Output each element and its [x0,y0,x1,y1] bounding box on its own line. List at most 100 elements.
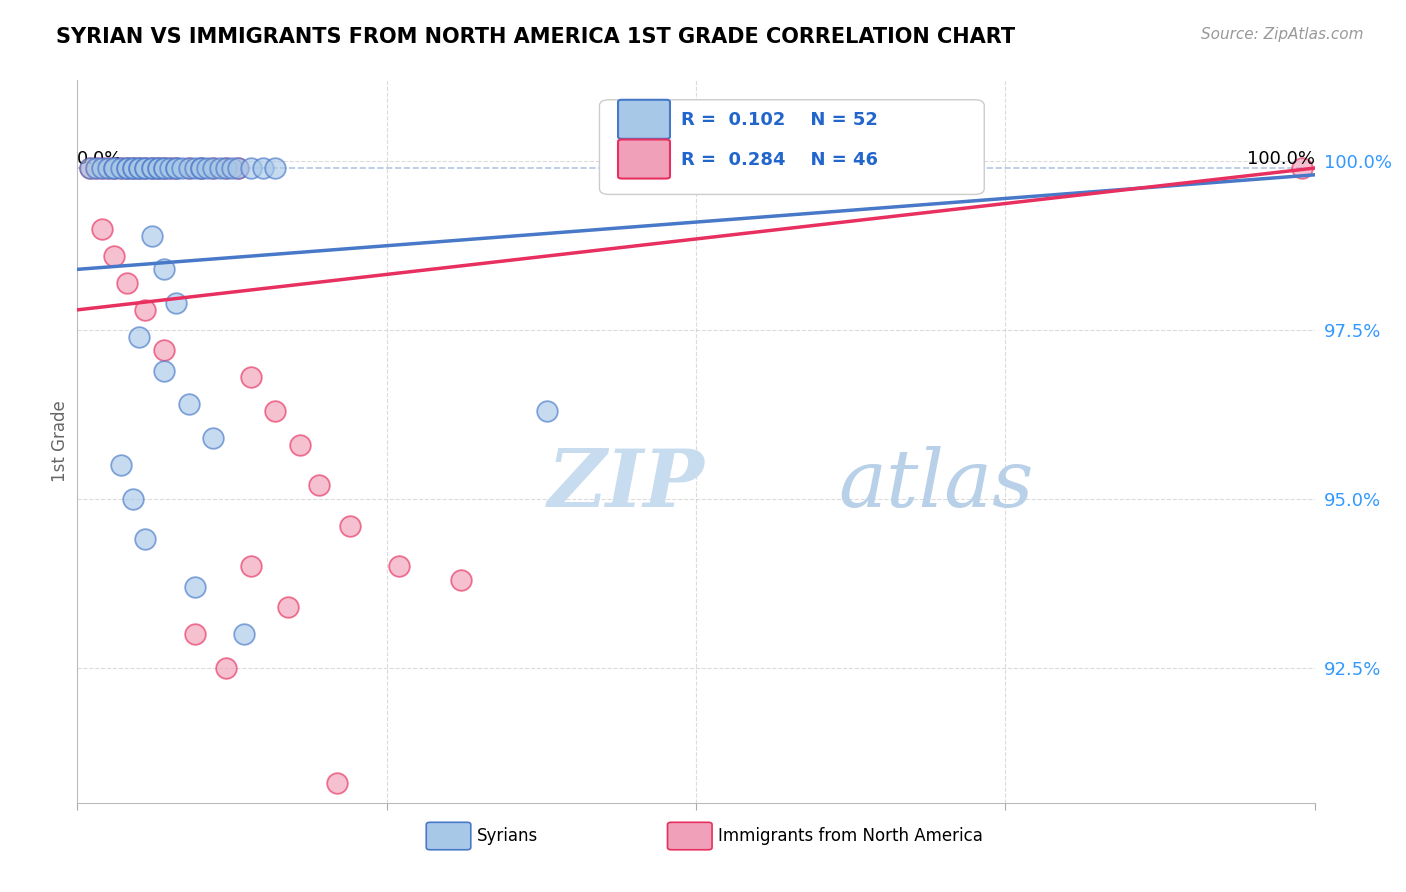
Point [122,161,145,175]
Point [177,161,200,175]
Point [215,161,238,175]
Point [128,161,150,175]
Text: ZIP: ZIP [547,446,704,524]
Point [239,370,262,384]
Point [172,161,194,175]
Text: atlas: atlas [838,446,1033,524]
Point [103,161,125,175]
Point [159,161,181,175]
Point [91,161,114,175]
Point [91,222,114,236]
Point [141,228,163,243]
Point [190,161,212,175]
Point [84,161,107,175]
Text: Source: ZipAtlas.com: Source: ZipAtlas.com [1201,27,1364,42]
Point [79,161,101,175]
Point [115,276,138,290]
Point [110,161,132,175]
Text: R =  0.102    N = 52: R = 0.102 N = 52 [681,111,877,129]
Point [97,161,120,175]
Text: Immigrants from North America: Immigrants from North America [718,827,983,845]
Point [84,161,107,175]
Point [110,161,132,175]
Point [221,161,243,175]
Point [177,397,200,411]
Point [122,161,145,175]
Text: Syrians: Syrians [477,827,538,845]
Point [153,161,176,175]
Point [184,580,207,594]
Point [141,161,163,175]
Point [134,161,156,175]
Point [115,161,138,175]
Text: SYRIAN VS IMMIGRANTS FROM NORTH AMERICA 1ST GRADE CORRELATION CHART: SYRIAN VS IMMIGRANTS FROM NORTH AMERICA … [56,27,1015,46]
FancyBboxPatch shape [619,100,671,139]
Point [146,161,169,175]
Point [141,161,163,175]
Point [202,431,225,445]
Point [153,161,176,175]
Point [103,161,125,175]
Point [239,161,262,175]
Point [184,161,207,175]
Point [91,161,114,175]
Text: 100.0%: 100.0% [1247,151,1315,169]
Point [165,161,187,175]
Point [134,161,156,175]
Point [326,775,349,789]
Point [159,161,181,175]
Point [165,296,187,310]
Point [165,161,187,175]
Point [153,161,176,175]
Point [536,404,558,418]
Point [277,599,299,614]
Point [288,438,311,452]
Point [153,364,176,378]
Point [339,519,361,533]
Point [226,161,249,175]
Point [202,161,225,175]
Point [146,161,169,175]
Point [1291,161,1313,175]
FancyBboxPatch shape [619,139,671,178]
Point [215,661,238,675]
Point [215,161,238,175]
Point [264,404,287,418]
Point [115,161,138,175]
Text: R =  0.284    N = 46: R = 0.284 N = 46 [681,151,879,169]
Point [79,161,101,175]
Point [97,161,120,175]
Y-axis label: 1st Grade: 1st Grade [51,401,69,483]
Point [190,161,212,175]
Point [190,161,212,175]
Point [450,573,472,587]
Point [103,161,125,175]
FancyBboxPatch shape [426,822,471,850]
Point [165,161,187,175]
Point [153,343,176,358]
Point [239,559,262,574]
Point [128,330,150,344]
Text: 0.0%: 0.0% [77,151,122,169]
Point [115,161,138,175]
Point [110,458,132,472]
Point [134,533,156,547]
Point [134,161,156,175]
Point [122,161,145,175]
Point [141,161,163,175]
Point [134,302,156,317]
FancyBboxPatch shape [599,100,984,194]
Point [226,161,249,175]
Point [308,478,330,492]
FancyBboxPatch shape [668,822,711,850]
Point [195,161,218,175]
Point [146,161,169,175]
Point [208,161,231,175]
Point [128,161,150,175]
Point [103,249,125,263]
Point [122,491,145,506]
Point [202,161,225,175]
Point [128,161,150,175]
Point [153,262,176,277]
Point [252,161,274,175]
